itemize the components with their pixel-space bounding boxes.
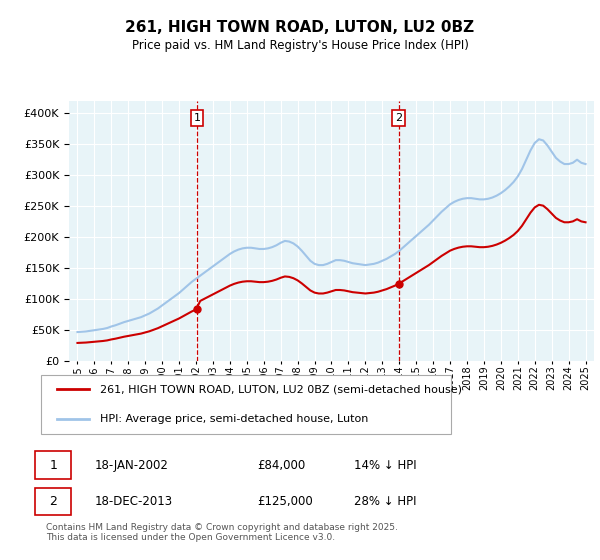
Text: £84,000: £84,000 (257, 459, 305, 472)
Text: 14% ↓ HPI: 14% ↓ HPI (354, 459, 416, 472)
Text: 28% ↓ HPI: 28% ↓ HPI (354, 495, 416, 508)
Text: 2: 2 (395, 113, 402, 123)
Text: 2: 2 (49, 495, 57, 508)
Text: 18-JAN-2002: 18-JAN-2002 (95, 459, 169, 472)
Text: 1: 1 (193, 113, 200, 123)
Text: £125,000: £125,000 (257, 495, 313, 508)
Text: 261, HIGH TOWN ROAD, LUTON, LU2 0BZ (semi-detached house): 261, HIGH TOWN ROAD, LUTON, LU2 0BZ (sem… (100, 384, 462, 394)
Text: HPI: Average price, semi-detached house, Luton: HPI: Average price, semi-detached house,… (100, 414, 368, 423)
Text: 1: 1 (49, 459, 57, 472)
Text: 18-DEC-2013: 18-DEC-2013 (95, 495, 173, 508)
Text: 261, HIGH TOWN ROAD, LUTON, LU2 0BZ: 261, HIGH TOWN ROAD, LUTON, LU2 0BZ (125, 20, 475, 35)
Bar (35, 488, 71, 515)
Text: Contains HM Land Registry data © Crown copyright and database right 2025.
This d: Contains HM Land Registry data © Crown c… (46, 522, 398, 542)
Text: Price paid vs. HM Land Registry's House Price Index (HPI): Price paid vs. HM Land Registry's House … (131, 39, 469, 52)
Bar (35, 451, 71, 479)
Bar (41, 375, 451, 434)
